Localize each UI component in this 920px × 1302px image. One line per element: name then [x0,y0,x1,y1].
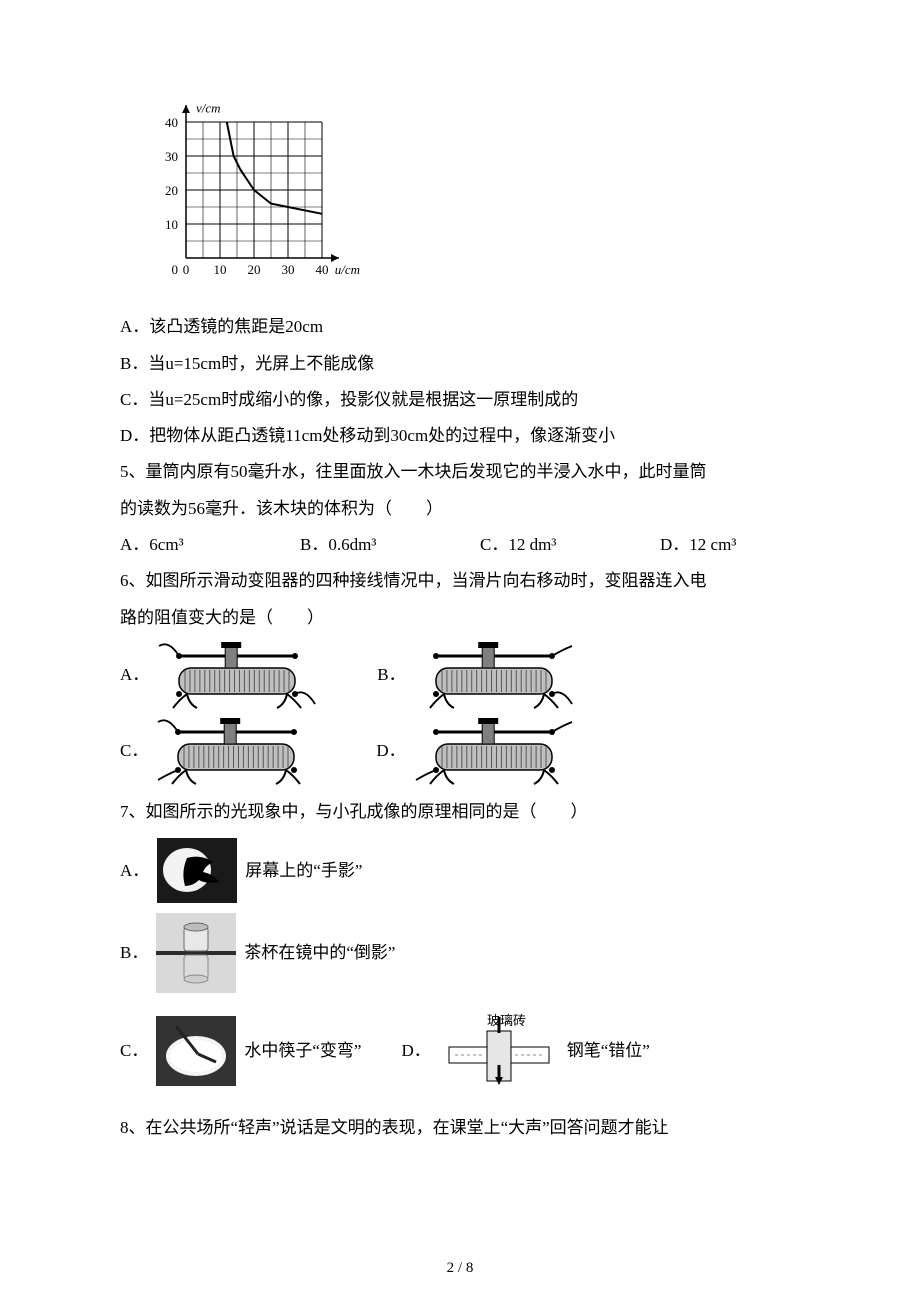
rheostat-D [414,716,574,786]
rheostat-C [156,716,316,786]
svg-text:v/cm: v/cm [196,100,221,115]
q7-stem: 7、如图所示的光现象中，与小孔成像的原理相同的是（ ） [120,796,800,828]
q7-opt-B: B． 茶杯在镜中的“倒影” [120,913,800,993]
q5-opt-B: B．0.6dm³ [300,529,420,561]
svg-text:0: 0 [183,262,190,277]
svg-text:40: 40 [316,262,329,277]
q5-opt-A: A．6cm³ [120,529,240,561]
thumb-pen-glass: 玻璃砖 [439,1013,559,1088]
q7-row-CD: C． 水中筷子“变弯” D． 玻璃砖 [120,1003,800,1098]
q6-label-B: B． [377,659,405,691]
thumb-hand-shadow [157,838,237,903]
q6-stem-line1: 6、如图所示滑动变阻器的四种接线情况中，当滑片向右移动时，变阻器连入电 [120,565,800,597]
svg-text:0: 0 [172,262,179,277]
svg-text:u/cm: u/cm [335,262,360,277]
q7-A-prefix: A． [120,855,149,887]
glass-label-text: 玻璃砖 [487,1013,526,1028]
thumb-teacup-mirror [156,913,236,993]
q7-B-text: 茶杯在镜中的“倒影” [244,937,395,969]
q7-opt-D: D． 玻璃砖 钢笔“错位” [401,1013,649,1088]
q4-opt-D: D．把物体从距凸透镜11cm处移动到30cm处的过程中，像逐渐变小 [120,420,800,452]
q6-label-C: C． [120,735,148,767]
svg-text:20: 20 [165,183,178,198]
page-number: 2 / 8 [0,1254,920,1283]
svg-text:30: 30 [282,262,295,277]
q4-opt-A: A．该凸透镜的焦距是20cm [120,311,800,343]
q7-C-prefix: C． [120,1035,148,1067]
chart-svg: 0 10 20 30 40 10 20 30 40 0 u/cm v/cm [140,100,360,290]
svg-text:10: 10 [214,262,227,277]
q5-options-row: A．6cm³ B．0.6dm³ C．12 dm³ D．12 cm³ [120,529,800,561]
q4-opt-B: B．当u=15cm时，光屏上不能成像 [120,348,800,380]
q6-cell-B: B． [377,640,573,710]
lens-chart: 0 10 20 30 40 10 20 30 40 0 u/cm v/cm [140,100,800,301]
q7-opt-C: C． 水中筷子“变弯” [120,1016,361,1086]
rheostat-B [414,640,574,710]
q6-cell-D: D． [376,716,573,786]
thumb-chopstick-bent [156,1016,236,1086]
svg-text:40: 40 [165,115,178,130]
rheostat-A [157,640,317,710]
q6-cell-C: C． [120,716,316,786]
q6-cell-A: A． [120,640,317,710]
q6-row-2: C． D． [120,716,800,786]
q7-opt-A: A． 屏幕上的“手影” [120,838,800,903]
q7-A-text: 屏幕上的“手影” [245,855,362,887]
q5-opt-D: D．12 cm³ [660,529,780,561]
q6-label-D: D． [376,735,405,767]
q7-B-prefix: B． [120,937,148,969]
q5-stem-line2: 的读数为56毫升．该木块的体积为（ ） [120,493,800,525]
q7-D-prefix: D． [401,1035,430,1067]
svg-text:10: 10 [165,217,178,232]
svg-text:30: 30 [165,149,178,164]
page-root: 0 10 20 30 40 10 20 30 40 0 u/cm v/cm A．该凸透镜的焦距是20c… [0,0,920,1302]
q6-stem-line2: 路的阻值变大的是（ ） [120,602,800,634]
svg-text:20: 20 [248,262,261,277]
q8-stem: 8、在公共场所“轻声”说话是文明的表现，在课堂上“大声”回答问题才能让 [120,1112,800,1144]
q5-opt-C: C．12 dm³ [480,529,600,561]
q4-opt-C: C．当u=25cm时成缩小的像，投影仪就是根据这一原理制成的 [120,384,800,416]
q7-C-text: 水中筷子“变弯” [244,1035,361,1067]
q6-label-A: A． [120,659,149,691]
q5-stem-line1: 5、量筒内原有50毫升水，往里面放入一木块后发现它的半浸入水中，此时量筒 [120,456,800,488]
q6-row-1: A． B． [120,640,800,710]
q7-D-text: 钢笔“错位” [567,1035,650,1067]
